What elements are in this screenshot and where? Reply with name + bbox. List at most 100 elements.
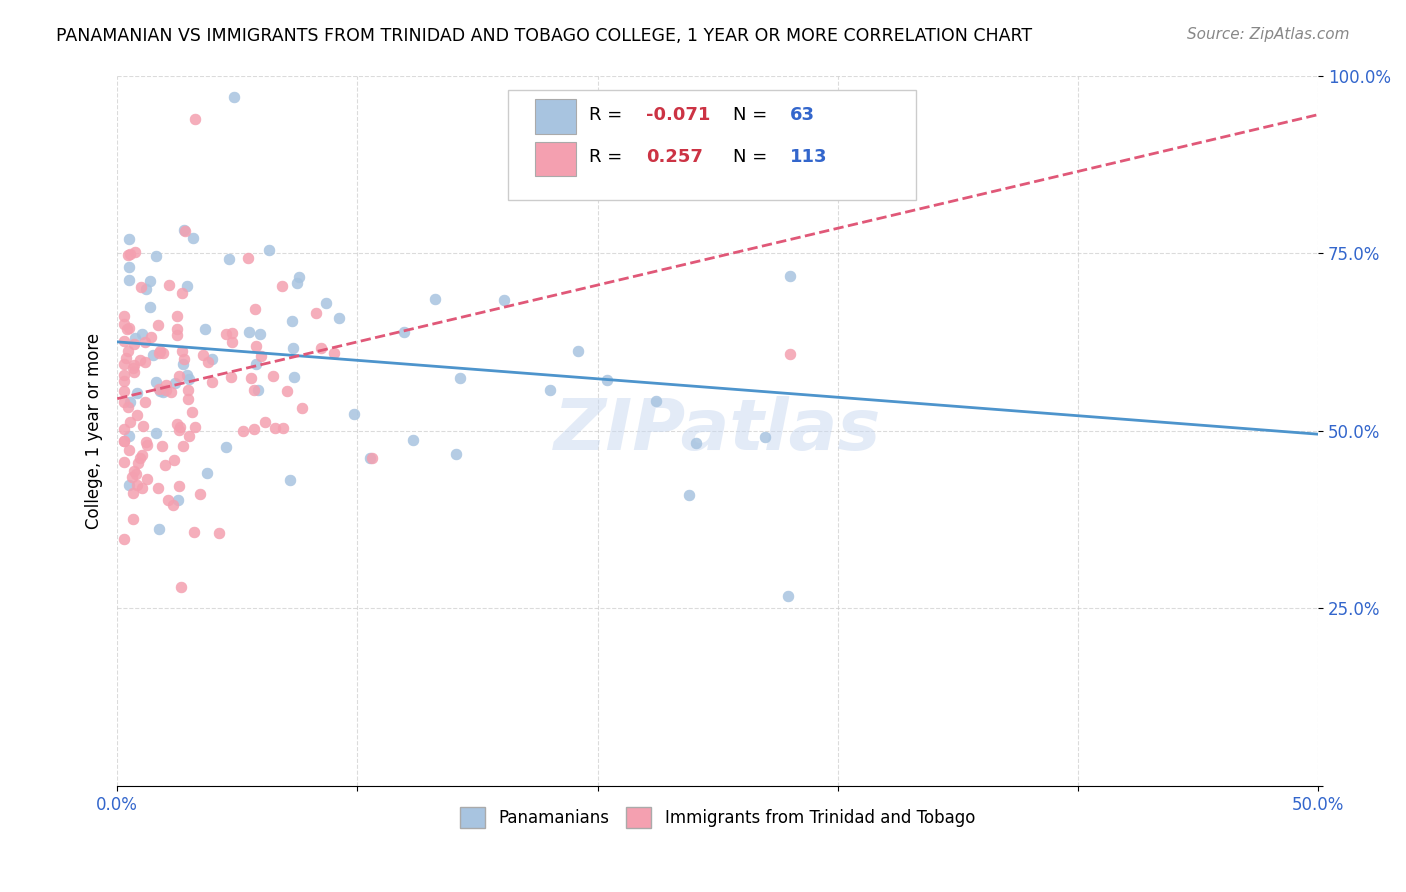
Point (645, 393, 668, 408)
Point (124, 331, 146, 345)
Y-axis label: College, 1 year or more: College, 1 year or more (86, 333, 103, 529)
Text: -0.071: -0.071 (645, 105, 710, 124)
Point (173, 223, 195, 237)
Point (112, 374, 135, 388)
Point (170, 286, 193, 301)
Point (201, 375, 224, 389)
Point (243, 301, 266, 316)
Point (118, 273, 141, 287)
Text: N =: N = (734, 148, 773, 166)
Point (596, 373, 619, 387)
Point (157, 278, 180, 293)
Point (239, 371, 262, 385)
Point (131, 481, 153, 495)
Point (219, 370, 242, 384)
Point (166, 321, 188, 335)
Point (276, 384, 298, 398)
Point (176, 368, 198, 383)
Point (176, 279, 198, 293)
Point (245, 357, 267, 371)
Point (129, 280, 152, 294)
Point (124, 244, 146, 259)
Text: Source: ZipAtlas.com: Source: ZipAtlas.com (1187, 27, 1350, 42)
Text: N =: N = (734, 105, 773, 124)
Point (132, 419, 155, 434)
Point (181, 231, 204, 245)
Point (112, 384, 135, 398)
Point (120, 246, 142, 260)
Point (271, 279, 294, 293)
Point (167, 492, 190, 507)
Point (492, 293, 515, 307)
Point (201, 352, 224, 367)
Point (281, 341, 304, 355)
Point (173, 351, 195, 366)
Point (254, 415, 277, 429)
Point (446, 447, 468, 461)
Point (142, 348, 165, 362)
Point (174, 223, 197, 237)
Point (145, 426, 167, 441)
Point (152, 439, 174, 453)
Point (184, 420, 207, 434)
Point (283, 370, 305, 384)
Point (315, 296, 337, 310)
Point (166, 417, 188, 431)
Point (112, 309, 135, 323)
Point (131, 448, 153, 462)
Point (152, 345, 174, 359)
Point (122, 358, 145, 372)
Point (538, 383, 561, 397)
Point (112, 455, 135, 469)
Point (120, 394, 142, 409)
Point (238, 251, 260, 265)
Point (224, 90, 246, 104)
Point (567, 343, 589, 358)
Point (291, 401, 314, 416)
Point (247, 383, 270, 397)
Point (257, 244, 280, 258)
Point (359, 450, 381, 465)
Point (145, 249, 167, 263)
Point (112, 532, 135, 546)
Point (754, 430, 776, 444)
Point (328, 310, 350, 325)
Point (184, 112, 207, 127)
Text: R =: R = (589, 105, 628, 124)
Point (115, 322, 138, 336)
Point (152, 384, 174, 399)
Point (125, 467, 148, 481)
Point (177, 429, 200, 443)
Point (118, 260, 141, 275)
Point (112, 317, 135, 331)
Point (156, 493, 179, 508)
Point (155, 378, 177, 392)
Point (194, 322, 217, 336)
Point (197, 355, 219, 369)
Point (125, 478, 148, 492)
Point (392, 326, 415, 340)
Point (779, 347, 801, 361)
Point (139, 330, 162, 344)
Point (163, 376, 186, 391)
Point (249, 349, 271, 363)
Point (112, 357, 135, 371)
Point (117, 343, 139, 358)
Point (125, 385, 148, 400)
Point (361, 451, 384, 466)
Text: 63: 63 (790, 105, 815, 124)
Point (166, 327, 188, 342)
Point (127, 455, 149, 469)
Point (305, 306, 328, 320)
Point (118, 415, 141, 429)
Point (678, 488, 700, 502)
Text: 0.257: 0.257 (645, 148, 703, 166)
Point (115, 351, 138, 365)
Point (112, 421, 135, 435)
Point (271, 421, 294, 435)
Point (134, 394, 156, 409)
Point (169, 369, 191, 384)
Point (112, 395, 135, 409)
Point (121, 512, 143, 526)
Point (121, 470, 143, 484)
